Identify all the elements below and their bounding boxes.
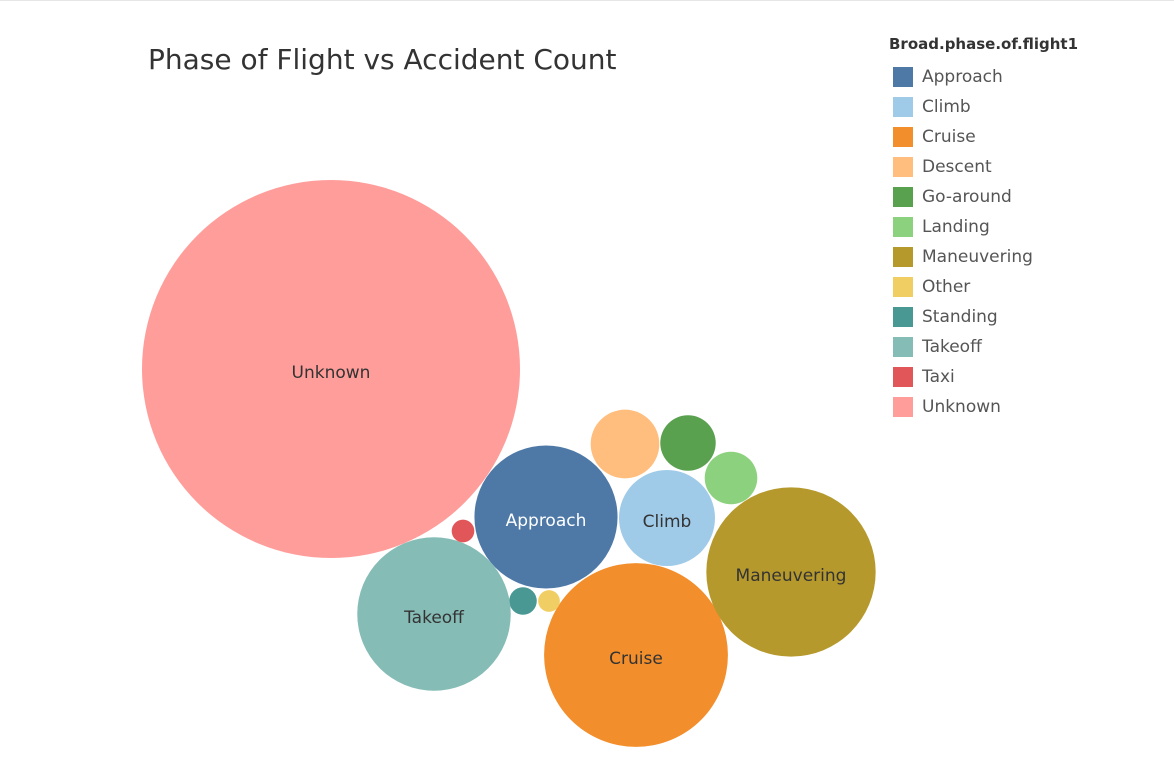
legend-item-maneuvering[interactable]: Maneuvering — [889, 242, 1078, 272]
top-divider — [0, 0, 1174, 1]
legend-label-unknown: Unknown — [922, 397, 1001, 417]
legend-swatch-cruise — [893, 127, 913, 147]
legend-swatch-taxi — [893, 367, 913, 387]
legend-swatch-maneuvering — [893, 247, 913, 267]
bubble-label-maneuvering: Maneuvering — [736, 566, 847, 586]
legend-label-cruise: Cruise — [922, 127, 976, 147]
legend-swatch-unknown — [893, 397, 913, 417]
legend-swatch-go-around — [893, 187, 913, 207]
bubble-chart: Approach Climb Cruise Maneuvering Takeoff Unk… — [142, 180, 876, 747]
bubble-other[interactable] — [538, 590, 560, 612]
legend-label-descent: Descent — [922, 157, 992, 177]
legend-label-approach: Approach — [922, 67, 1003, 87]
legend-label-standing: Standing — [922, 307, 998, 327]
bubble-label-approach: Approach — [506, 511, 587, 531]
bubble-maneuvering[interactable] — [706, 487, 876, 657]
bubble-unknown[interactable] — [142, 180, 520, 558]
legend-item-standing[interactable]: Standing — [889, 302, 1078, 332]
bubble-takeoff[interactable] — [357, 537, 511, 691]
bubble-label-climb: Climb — [643, 512, 692, 532]
legend-item-takeoff[interactable]: Takeoff — [889, 332, 1078, 362]
legend-label-go-around: Go-around — [922, 187, 1012, 207]
legend-item-cruise[interactable]: Cruise — [889, 122, 1078, 152]
bubble-taxi[interactable] — [451, 519, 475, 543]
legend-label-taxi: Taxi — [922, 367, 955, 387]
legend-label-takeoff: Takeoff — [922, 337, 982, 357]
legend-swatch-other — [893, 277, 913, 297]
bubble-descent[interactable] — [590, 409, 660, 479]
legend-items: Approach Climb Cruise Descent Go-around Landi… — [889, 62, 1078, 422]
legend-swatch-landing — [893, 217, 913, 237]
legend-swatch-descent — [893, 157, 913, 177]
bubble-standing[interactable] — [509, 587, 537, 615]
bubble-approach[interactable] — [474, 445, 618, 589]
bubble-landing[interactable] — [704, 451, 758, 505]
legend-label-climb: Climb — [922, 97, 971, 117]
legend: Broad.phase.of.flight1 Approach Climb Crui… — [889, 35, 1078, 422]
legend-label-maneuvering: Maneuvering — [922, 247, 1033, 267]
bubble-cruise[interactable] — [544, 563, 728, 747]
legend-item-go-around[interactable]: Go-around — [889, 182, 1078, 212]
legend-swatch-climb — [893, 97, 913, 117]
legend-item-descent[interactable]: Descent — [889, 152, 1078, 182]
bubble-climb[interactable] — [618, 469, 716, 567]
bubble-label-takeoff: Takeoff — [403, 608, 465, 628]
legend-label-other: Other — [922, 277, 971, 297]
legend-item-other[interactable]: Other — [889, 272, 1078, 302]
legend-swatch-standing — [893, 307, 913, 327]
legend-swatch-takeoff — [893, 337, 913, 357]
bubble-label-unknown: Unknown — [292, 363, 371, 383]
legend-item-landing[interactable]: Landing — [889, 212, 1078, 242]
legend-item-unknown[interactable]: Unknown — [889, 392, 1078, 422]
bubble-go-around[interactable] — [660, 415, 716, 471]
legend-item-climb[interactable]: Climb — [889, 92, 1078, 122]
bubble-label-cruise: Cruise — [609, 649, 663, 669]
legend-label-landing: Landing — [922, 217, 990, 237]
chart-title: Phase of Flight vs Accident Count — [148, 43, 617, 76]
legend-swatch-approach — [893, 67, 913, 87]
legend-item-approach[interactable]: Approach — [889, 62, 1078, 92]
legend-title: Broad.phase.of.flight1 — [889, 35, 1079, 53]
legend-item-taxi[interactable]: Taxi — [889, 362, 1078, 392]
